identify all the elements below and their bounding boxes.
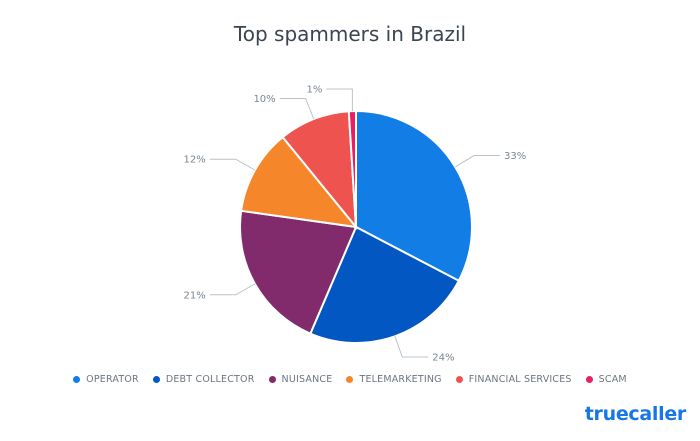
data-label: 24% [432,353,454,364]
pie-slice-financial-services [281,110,358,231]
data-label: 12% [184,155,206,166]
pie-slice-operator [355,109,473,283]
leader-line [326,88,353,112]
data-label: 21% [184,290,206,301]
legend-swatch [455,376,463,383]
data-label: 1% [307,85,323,96]
legend-item: SCAM [585,374,627,385]
legend-label: TELEMARKETING [359,374,442,385]
legend-item: FINANCIAL SERVICES [455,374,572,385]
legend-label: FINANCIAL SERVICES [468,374,572,385]
legend-label: NUISANCE [281,374,333,385]
legend-item: OPERATOR [73,374,139,385]
legend-item: TELEMARKETING [346,374,442,385]
legend-swatch [73,376,81,383]
chart-title: Top spammers in Brazil [233,22,467,46]
leader-line [209,283,256,296]
legend-label: SCAM [598,374,627,385]
legend-label: OPERATOR [86,374,139,385]
pie-slice-debt-collector [309,225,461,344]
leader-line [394,336,429,358]
legend-item: NUISANCE [268,374,333,385]
legend-swatch [346,376,354,383]
truecaller-logo: truecaller [584,403,687,425]
leader-line [454,155,501,168]
data-label: 10% [253,94,275,105]
chart-legend: OPERATOR DEBT COLLECTOR NUISANCE TELEMARKET… [0,374,700,385]
legend-swatch [268,376,276,383]
legend-item: DEBT COLLECTOR [152,374,255,385]
legend-label: DEBT COLLECTOR [165,374,255,385]
legend-swatch [585,376,593,383]
pie-slice-nuisance [239,209,358,335]
data-label: 33% [504,151,526,162]
legend-swatch [152,376,160,383]
leader-line [279,98,315,120]
leader-line [209,158,256,171]
